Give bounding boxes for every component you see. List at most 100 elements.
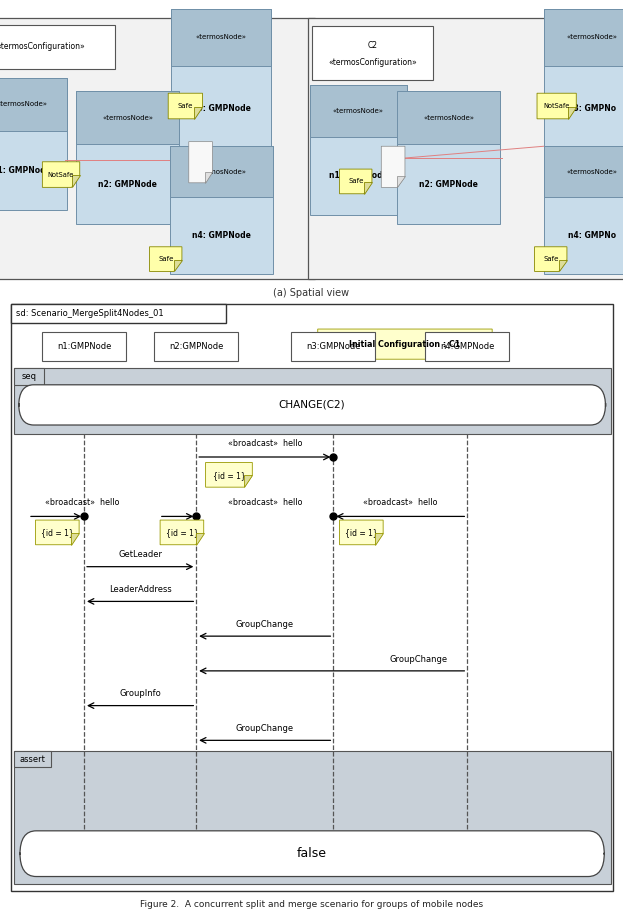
Text: n2: GMPNode: n2: GMPNode xyxy=(98,180,157,188)
FancyBboxPatch shape xyxy=(20,831,604,877)
FancyBboxPatch shape xyxy=(397,91,500,224)
FancyBboxPatch shape xyxy=(310,85,406,215)
FancyBboxPatch shape xyxy=(0,25,115,69)
Text: «termosNode»: «termosNode» xyxy=(102,115,153,121)
FancyBboxPatch shape xyxy=(155,332,238,361)
Text: «termosNode»: «termosNode» xyxy=(196,169,247,175)
FancyBboxPatch shape xyxy=(543,9,623,151)
Text: LeaderAddress: LeaderAddress xyxy=(109,585,171,594)
Text: «termosNode»: «termosNode» xyxy=(566,35,617,40)
FancyBboxPatch shape xyxy=(310,85,406,137)
Text: GroupChange: GroupChange xyxy=(235,620,294,629)
Polygon shape xyxy=(375,533,383,545)
FancyBboxPatch shape xyxy=(171,9,271,151)
Text: {id = 1}: {id = 1} xyxy=(41,528,74,537)
Text: {id = 1}: {id = 1} xyxy=(345,528,378,537)
Polygon shape xyxy=(364,182,372,194)
FancyBboxPatch shape xyxy=(11,304,226,323)
Polygon shape xyxy=(196,533,204,545)
Text: C2: C2 xyxy=(368,41,378,50)
FancyBboxPatch shape xyxy=(14,368,611,434)
FancyBboxPatch shape xyxy=(0,78,67,131)
FancyBboxPatch shape xyxy=(14,751,611,884)
Polygon shape xyxy=(397,176,405,187)
Polygon shape xyxy=(244,475,252,487)
Text: «termosNode»: «termosNode» xyxy=(566,169,617,175)
Polygon shape xyxy=(150,247,182,271)
Polygon shape xyxy=(206,462,252,487)
Polygon shape xyxy=(535,247,567,271)
Polygon shape xyxy=(71,533,79,545)
Text: n4: GMPNode: n4: GMPNode xyxy=(192,231,250,240)
Text: Figure 2.  A concurrent split and merge scenario for groups of mobile nodes: Figure 2. A concurrent split and merge s… xyxy=(140,900,483,909)
FancyBboxPatch shape xyxy=(425,332,510,361)
Text: {id = 1}: {id = 1} xyxy=(213,471,245,480)
Text: «termosConfiguration»: «termosConfiguration» xyxy=(328,58,417,67)
Text: n3: GMPNo: n3: GMPNo xyxy=(568,104,616,112)
Text: n3: GMPNode: n3: GMPNode xyxy=(192,104,250,112)
Polygon shape xyxy=(340,169,372,194)
FancyBboxPatch shape xyxy=(308,18,623,279)
Text: n1: GMPNode: n1: GMPNode xyxy=(0,166,51,175)
Text: GetLeader: GetLeader xyxy=(118,550,162,559)
Text: «broadcast»  hello: «broadcast» hello xyxy=(363,498,437,507)
FancyBboxPatch shape xyxy=(14,368,44,385)
Text: GroupInfo: GroupInfo xyxy=(119,689,161,698)
FancyBboxPatch shape xyxy=(169,146,273,274)
FancyBboxPatch shape xyxy=(11,304,613,891)
FancyBboxPatch shape xyxy=(14,751,51,767)
FancyBboxPatch shape xyxy=(0,78,67,210)
Text: n1: GMPNode: n1: GMPNode xyxy=(329,171,388,180)
FancyBboxPatch shape xyxy=(397,91,500,144)
FancyBboxPatch shape xyxy=(543,146,623,274)
Polygon shape xyxy=(568,107,576,119)
Text: «termosNode»: «termosNode» xyxy=(0,101,47,107)
Polygon shape xyxy=(194,107,202,119)
Polygon shape xyxy=(537,93,576,119)
FancyBboxPatch shape xyxy=(19,385,606,425)
Text: «termosNode»: «termosNode» xyxy=(333,108,384,114)
FancyBboxPatch shape xyxy=(543,9,623,66)
Text: (a) Spatial view: (a) Spatial view xyxy=(273,289,350,298)
Text: n4:GMPNode: n4:GMPNode xyxy=(440,342,495,351)
Polygon shape xyxy=(205,172,212,183)
Text: CHANGE(C2): CHANGE(C2) xyxy=(279,400,345,409)
Text: Initial Configuration : C1: Initial Configuration : C1 xyxy=(350,340,460,348)
Text: Safe: Safe xyxy=(543,256,558,261)
Polygon shape xyxy=(340,520,383,545)
Text: GroupChange: GroupChange xyxy=(390,654,448,664)
FancyBboxPatch shape xyxy=(76,91,179,224)
Polygon shape xyxy=(36,520,79,545)
FancyBboxPatch shape xyxy=(291,332,375,361)
Polygon shape xyxy=(189,142,212,183)
Text: false: false xyxy=(297,847,327,860)
FancyBboxPatch shape xyxy=(312,26,433,80)
Text: «broadcast»  hello: «broadcast» hello xyxy=(227,439,302,448)
Text: sd: Scenario_MergeSplit4Nodes_01: sd: Scenario_MergeSplit4Nodes_01 xyxy=(16,309,164,318)
Text: n2:GMPNode: n2:GMPNode xyxy=(169,342,224,351)
FancyBboxPatch shape xyxy=(0,18,315,279)
Text: seq: seq xyxy=(21,372,36,381)
Text: {id = 1}: {id = 1} xyxy=(166,528,198,537)
Polygon shape xyxy=(559,260,567,271)
Text: GroupChange: GroupChange xyxy=(235,724,294,733)
Polygon shape xyxy=(168,93,202,119)
Text: n1:GMPNode: n1:GMPNode xyxy=(57,342,112,351)
Polygon shape xyxy=(42,162,80,187)
Polygon shape xyxy=(174,260,182,271)
Text: Safe: Safe xyxy=(178,103,193,109)
Polygon shape xyxy=(318,329,492,359)
Polygon shape xyxy=(72,175,80,187)
FancyBboxPatch shape xyxy=(543,146,623,197)
Text: «broadcast»  hello: «broadcast» hello xyxy=(45,498,120,507)
Text: NotSafe: NotSafe xyxy=(543,103,569,109)
Text: «broadcast»  hello: «broadcast» hello xyxy=(227,498,302,507)
Text: «termosConfiguration»: «termosConfiguration» xyxy=(0,42,85,51)
Text: assert: assert xyxy=(19,755,45,763)
FancyBboxPatch shape xyxy=(169,146,273,197)
FancyBboxPatch shape xyxy=(42,332,126,361)
Polygon shape xyxy=(481,343,492,359)
FancyBboxPatch shape xyxy=(76,91,179,144)
Polygon shape xyxy=(160,520,204,545)
Text: Safe: Safe xyxy=(348,178,363,184)
